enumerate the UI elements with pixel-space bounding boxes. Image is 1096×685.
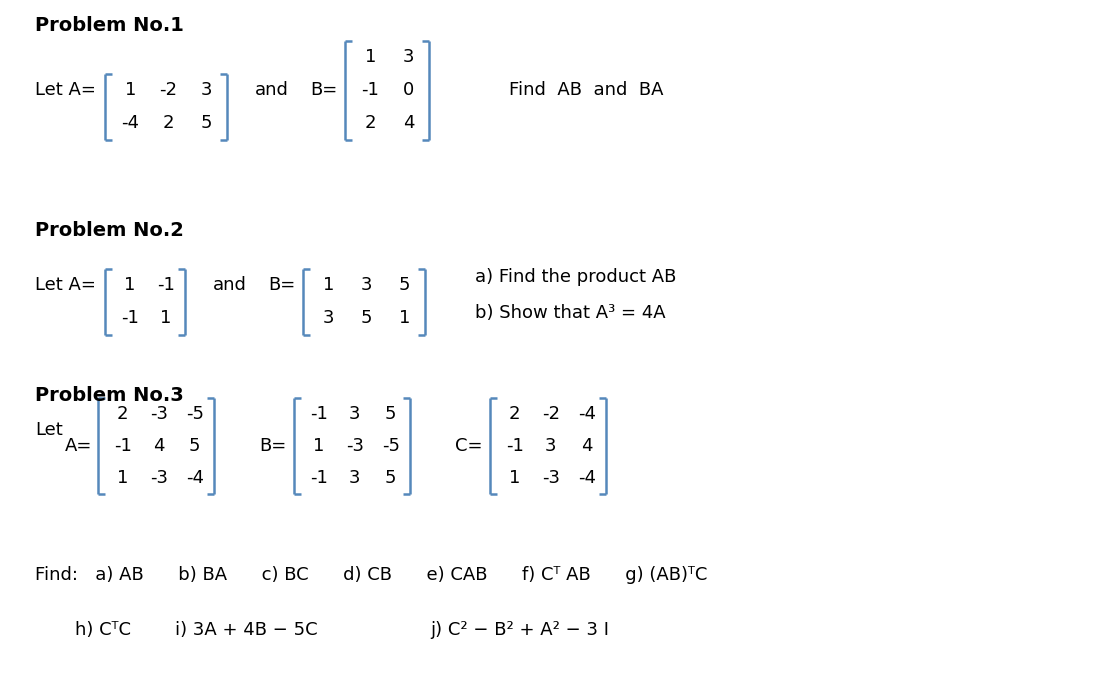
Text: B=: B=: [269, 276, 295, 294]
Text: 1: 1: [160, 309, 171, 327]
Text: 2: 2: [365, 114, 376, 132]
Text: A=: A=: [65, 437, 92, 455]
Text: Find  AB  and  BA: Find AB and BA: [509, 81, 663, 99]
Text: 5: 5: [399, 276, 410, 294]
Text: 1: 1: [510, 469, 521, 487]
Text: 3: 3: [349, 405, 361, 423]
Text: 3: 3: [349, 469, 361, 487]
Text: 1: 1: [399, 309, 410, 327]
Text: -3: -3: [346, 437, 364, 455]
Text: j) C² − B² + A² − 3 I: j) C² − B² + A² − 3 I: [430, 621, 609, 639]
Text: 3: 3: [322, 309, 334, 327]
Text: -1: -1: [362, 81, 379, 99]
Text: 3: 3: [402, 48, 414, 66]
Text: B=: B=: [310, 81, 338, 99]
Text: 5: 5: [201, 114, 213, 132]
Text: 1: 1: [322, 276, 334, 294]
Text: 5: 5: [361, 309, 373, 327]
Text: 5: 5: [385, 405, 397, 423]
Text: Let A=: Let A=: [35, 81, 95, 99]
Text: -4: -4: [186, 469, 204, 487]
Text: -1: -1: [310, 469, 328, 487]
Text: -4: -4: [578, 469, 596, 487]
Text: i) 3A + 4B − 5C: i) 3A + 4B − 5C: [175, 621, 318, 639]
Text: -1: -1: [121, 309, 139, 327]
Text: 2: 2: [162, 114, 174, 132]
Text: -1: -1: [506, 437, 524, 455]
Text: -4: -4: [122, 114, 139, 132]
Text: b) Show that A³ = 4A: b) Show that A³ = 4A: [475, 304, 665, 322]
Text: -1: -1: [114, 437, 132, 455]
Text: -5: -5: [186, 405, 204, 423]
Text: 1: 1: [365, 48, 376, 66]
Text: B=: B=: [259, 437, 286, 455]
Text: Let: Let: [35, 421, 62, 439]
Text: and: and: [213, 276, 247, 294]
Text: -5: -5: [381, 437, 400, 455]
Text: 4: 4: [153, 437, 164, 455]
Text: 4: 4: [581, 437, 593, 455]
Text: 3: 3: [545, 437, 557, 455]
Text: C=: C=: [455, 437, 482, 455]
Text: Problem No.3: Problem No.3: [35, 386, 184, 405]
Text: a) Find the product AB: a) Find the product AB: [475, 268, 676, 286]
Text: -2: -2: [159, 81, 178, 99]
Text: Let A=: Let A=: [35, 276, 95, 294]
Text: 5: 5: [189, 437, 201, 455]
Text: 5: 5: [385, 469, 397, 487]
Text: 4: 4: [402, 114, 414, 132]
Text: -4: -4: [578, 405, 596, 423]
Text: -1: -1: [157, 276, 174, 294]
Text: 0: 0: [402, 81, 414, 99]
Text: -1: -1: [310, 405, 328, 423]
Text: 1: 1: [117, 469, 128, 487]
Text: h) CᵀC: h) CᵀC: [75, 621, 132, 639]
Text: -3: -3: [150, 405, 168, 423]
Text: 2: 2: [117, 405, 128, 423]
Text: -3: -3: [150, 469, 168, 487]
Text: 2: 2: [509, 405, 521, 423]
Text: Problem No.2: Problem No.2: [35, 221, 184, 240]
Text: -2: -2: [541, 405, 560, 423]
Text: Find:   a) AB      b) BA      c) BC      d) CB      e) CAB      f) Cᵀ AB      g): Find: a) AB b) BA c) BC d) CB e) CAB f) …: [35, 566, 707, 584]
Text: 1: 1: [125, 81, 136, 99]
Text: 3: 3: [201, 81, 213, 99]
Text: -3: -3: [541, 469, 560, 487]
Text: 1: 1: [313, 437, 324, 455]
Text: 1: 1: [124, 276, 136, 294]
Text: 3: 3: [361, 276, 373, 294]
Text: and: and: [255, 81, 289, 99]
Text: Problem No.1: Problem No.1: [35, 16, 184, 34]
